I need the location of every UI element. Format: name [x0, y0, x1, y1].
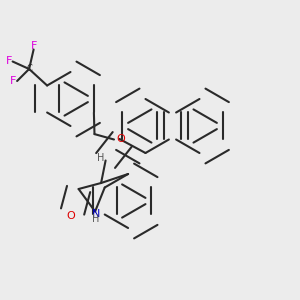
Text: F: F	[30, 41, 37, 51]
Text: O: O	[116, 134, 125, 145]
Text: H: H	[97, 153, 104, 163]
Text: H: H	[92, 214, 100, 224]
Text: F: F	[10, 76, 17, 86]
Text: C: C	[26, 64, 32, 74]
Text: F: F	[6, 56, 12, 67]
Text: N: N	[92, 209, 100, 219]
Text: O: O	[67, 211, 76, 221]
